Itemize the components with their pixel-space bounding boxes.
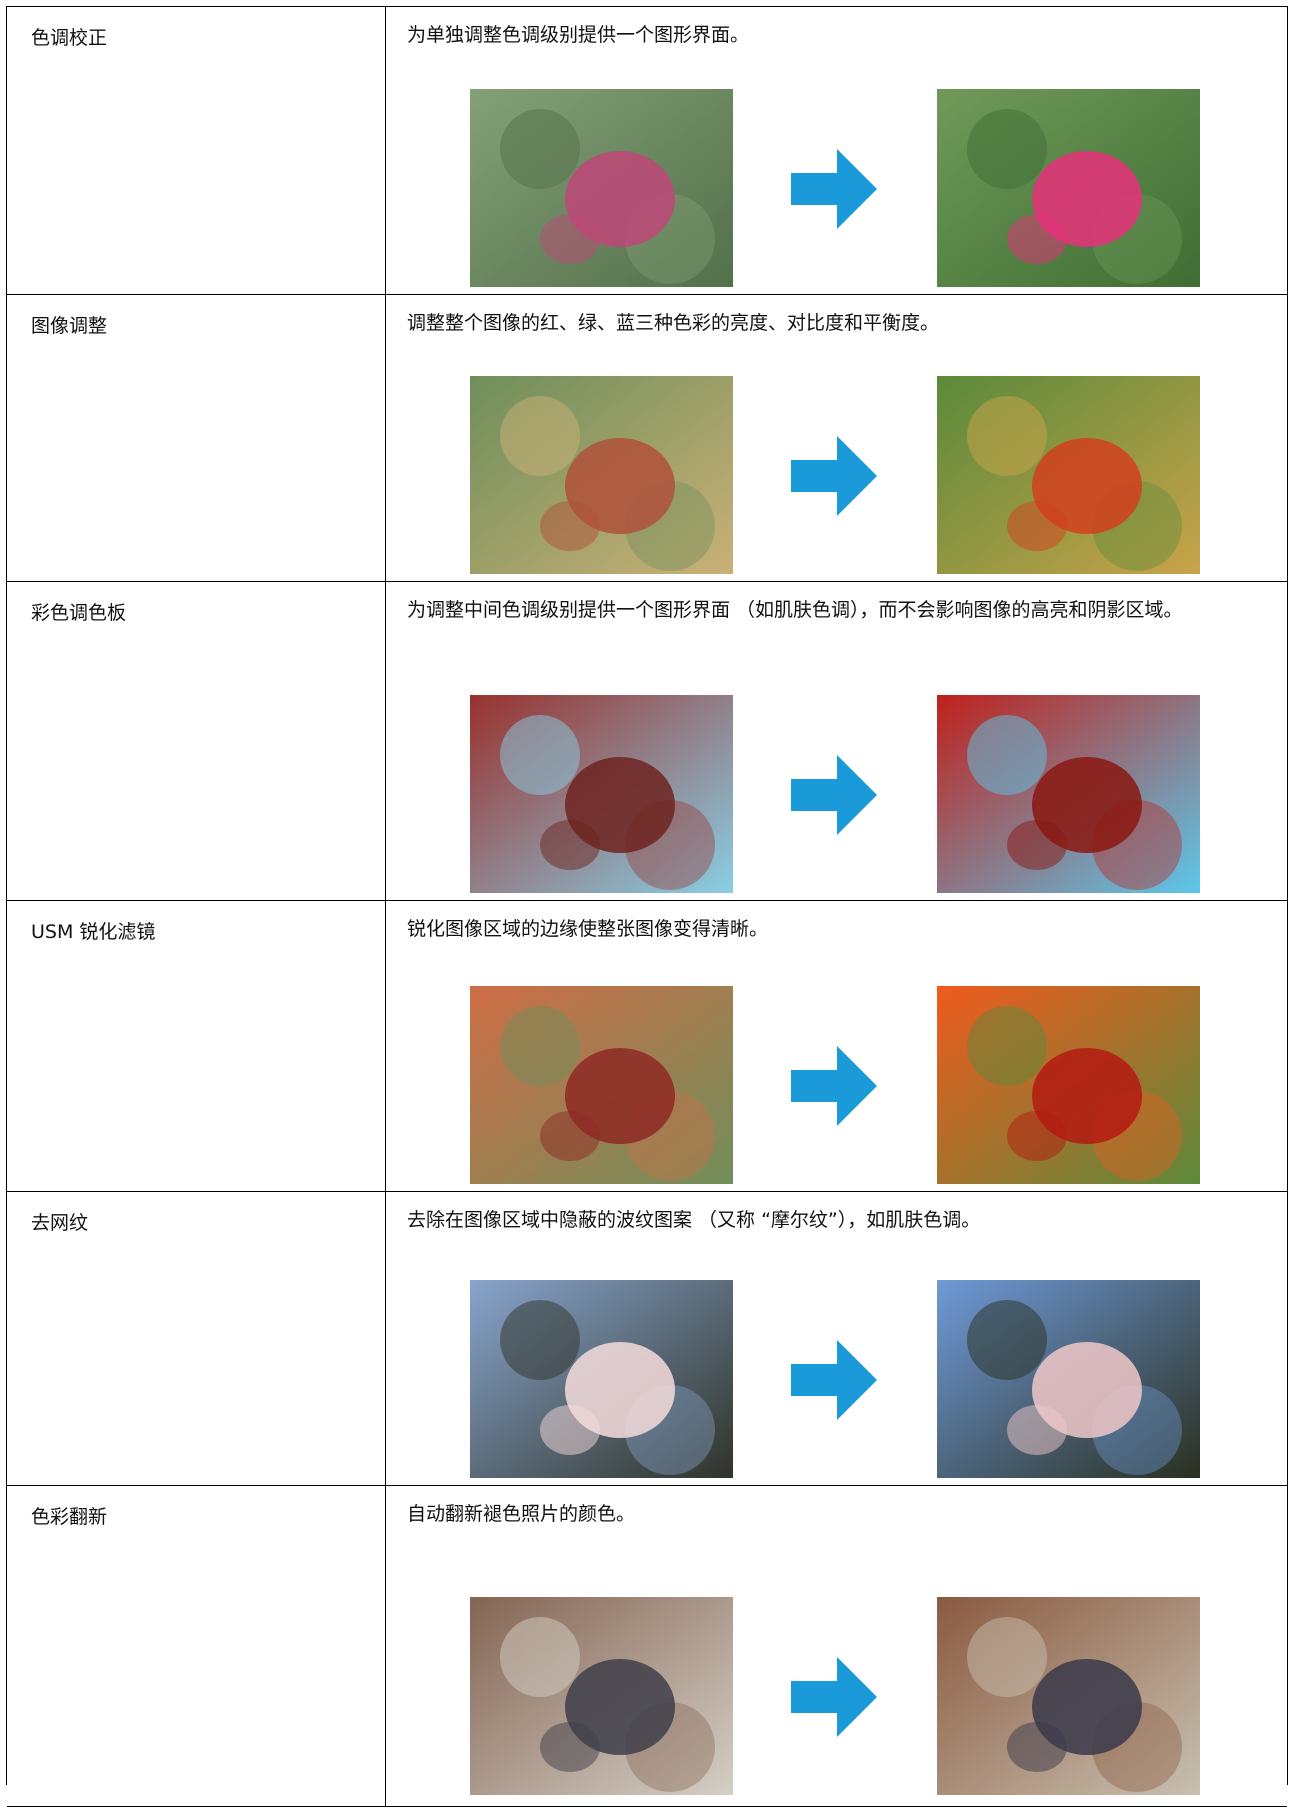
feature-description: 锐化图像区域的边缘使整张图像变得清晰。 (407, 918, 769, 940)
arrow (791, 149, 877, 229)
divider (385, 901, 386, 1191)
photo (937, 89, 1200, 287)
feature-description: 为调整中间色调级别提供一个图形界面 （如肌肤色调），而不会影响图像的高亮和阴影区… (407, 599, 1183, 621)
photo (937, 376, 1200, 574)
feature-description: 为单独调整色调级别提供一个图形界面。 (407, 24, 750, 46)
photo (470, 1597, 733, 1795)
photo (937, 1597, 1200, 1795)
arrow (791, 1046, 877, 1126)
table-row: 色彩翻新 自动翻新褪色照片的颜色。 (7, 1486, 1287, 1807)
feature-name: 色调校正 (31, 27, 108, 49)
feature-description: 自动翻新褪色照片的颜色。 (407, 1503, 636, 1525)
feature-description: 调整整个图像的红、绿、蓝三种色彩的亮度、对比度和平衡度。 (407, 312, 940, 334)
photo (470, 695, 733, 893)
feature-description: 去除在图像区域中隐蔽的波纹图案 （又称 “摩尔纹”），如肌肤色调。 (407, 1209, 981, 1231)
arrow (791, 755, 877, 835)
photo (470, 1280, 733, 1478)
photo (937, 695, 1200, 893)
table-row: 彩色调色板 为调整中间色调级别提供一个图形界面 （如肌肤色调），而不会影响图像的高… (7, 582, 1287, 901)
feature-name: 彩色调色板 (31, 602, 127, 624)
feature-name: 色彩翻新 (31, 1506, 108, 1528)
feature-name: 去网纹 (31, 1212, 89, 1234)
feature-name: 图像调整 (31, 315, 108, 337)
table-row: 色调校正 为单独调整色调级别提供一个图形界面。 (7, 7, 1287, 295)
divider (385, 7, 386, 294)
table-row: 去网纹 去除在图像区域中隐蔽的波纹图案 （又称 “摩尔纹”），如肌肤色调。 (7, 1192, 1287, 1486)
table-row: 图像调整 调整整个图像的红、绿、蓝三种色彩的亮度、对比度和平衡度。 (7, 295, 1287, 582)
arrow (791, 436, 877, 516)
photo (470, 376, 733, 574)
arrow (791, 1657, 877, 1737)
photo (937, 1280, 1200, 1478)
table-row: USM 锐化滤镜 锐化图像区域的边缘使整张图像变得清晰。 (7, 901, 1287, 1192)
arrow (791, 1340, 877, 1420)
divider (385, 1192, 386, 1485)
divider (385, 295, 386, 581)
document-table: 色调校正 为单独调整色调级别提供一个图形界面。 图像调整 调整整个图像的红、绿、蓝三… (6, 6, 1288, 1807)
divider (385, 582, 386, 900)
feature-name: USM 锐化滤镜 (31, 921, 156, 943)
divider (385, 1486, 386, 1806)
photo (937, 986, 1200, 1184)
photo (470, 986, 733, 1184)
photo (470, 89, 733, 287)
